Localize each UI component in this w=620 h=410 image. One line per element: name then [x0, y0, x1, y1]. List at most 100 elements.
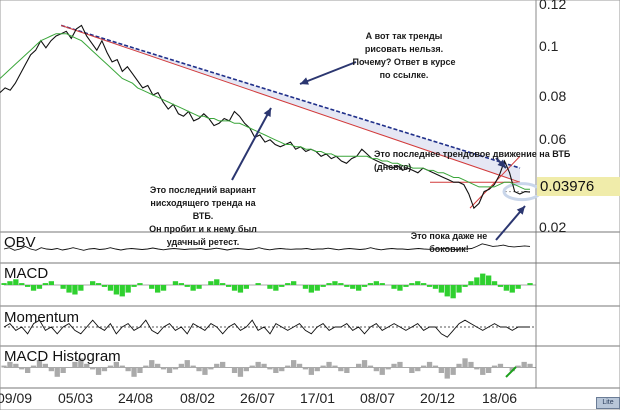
histogram-bar: [60, 285, 66, 289]
histogram-bar: [314, 367, 320, 372]
histogram-bar: [415, 281, 421, 285]
indicator-line: [3, 243, 531, 251]
histogram-bar: [90, 367, 96, 370]
histogram-bar: [184, 285, 190, 287]
histogram-bar: [421, 283, 427, 285]
histogram-bar: [527, 363, 533, 368]
trendline-layer: [60, 24, 542, 209]
arrow-shaft: [231, 107, 272, 181]
histogram-bar: [25, 285, 31, 287]
histogram-bar: [107, 365, 114, 368]
panel-title-macd-histogram: MACD Histogram: [4, 348, 121, 365]
x-tick-label: 08/07: [360, 390, 396, 406]
histogram-bar: [468, 281, 474, 285]
histogram-bar: [344, 285, 350, 287]
histogram-bar: [72, 361, 78, 368]
histogram-bar: [48, 281, 54, 285]
histogram-bar: [196, 285, 202, 289]
indicator-panels-layer: [1, 243, 536, 379]
histogram-bar: [178, 283, 184, 285]
y-tick-label: 0.06: [539, 131, 567, 147]
annotation-not-sideways: Это пока даже не боковик!: [410, 231, 488, 254]
histogram-bar: [462, 285, 468, 287]
histogram-bar: [160, 367, 167, 370]
histogram-bar: [125, 285, 131, 293]
arrow-head: [263, 108, 271, 117]
annotation-downtrend: Это последний вариант нисходящего тренда…: [149, 185, 257, 247]
histogram-bar: [314, 285, 320, 291]
histogram-bar: [497, 285, 504, 287]
histogram-bar: [190, 365, 196, 368]
histogram-bar: [497, 363, 504, 368]
histogram-bar: [7, 281, 13, 285]
y-tick-label: 0.12: [539, 0, 567, 12]
histogram-bar: [220, 283, 226, 285]
histogram-bar: [137, 367, 143, 373]
histogram-bar: [237, 367, 244, 377]
histogram-bar: [385, 367, 391, 370]
histogram-bar: [149, 285, 155, 289]
histogram-bar: [36, 285, 43, 289]
histogram-bar: [279, 285, 285, 287]
panel-title-momentum: Momentum: [4, 309, 80, 326]
histogram-bar: [326, 361, 332, 368]
red-trendline: [60, 24, 521, 183]
histogram-bar: [78, 358, 84, 368]
arrow-head: [497, 159, 506, 168]
histogram-bar: [208, 367, 214, 370]
histogram-bar: [302, 367, 309, 370]
histogram-bar: [279, 367, 285, 372]
histogram-bar: [66, 285, 72, 293]
histogram-bar: [72, 285, 78, 295]
histogram-bar: [444, 285, 450, 297]
histogram-bar: [261, 363, 267, 368]
histogram-bar: [30, 285, 37, 291]
histogram-bar: [326, 283, 332, 285]
histogram-bar: [13, 279, 19, 285]
histogram-bar: [267, 367, 273, 370]
histogram-bar: [78, 285, 84, 291]
sma-line: [0, 33, 530, 190]
dashed-trendline: [60, 24, 521, 169]
histogram-bar: [474, 277, 480, 285]
histogram-bar: [131, 285, 137, 287]
histogram-bar: [332, 365, 338, 368]
histogram-bar: [231, 367, 238, 373]
panel-title-obv: OBV: [4, 234, 36, 251]
histogram-bar: [273, 285, 279, 291]
x-tick-label: 20/12: [420, 390, 456, 406]
panel-title-macd: MACD: [4, 265, 49, 282]
histogram-bar: [178, 363, 184, 368]
histogram-bar: [338, 367, 344, 372]
histogram-bar: [243, 285, 249, 289]
histogram-bar: [220, 361, 226, 368]
histogram-bar: [95, 283, 102, 285]
histogram-bar: [509, 285, 515, 293]
arrow-head: [300, 77, 309, 85]
histogram-bar: [237, 285, 244, 293]
histogram-bar: [1, 365, 7, 368]
current-price-label: 0.03976: [537, 177, 620, 196]
histogram-bar: [125, 367, 131, 372]
x-tick-label: 24/08: [118, 390, 154, 406]
histogram-bar: [285, 365, 291, 368]
price-layer: [0, 24, 531, 210]
histogram-bar: [356, 285, 362, 291]
histogram-bar: [491, 281, 498, 285]
histogram-bar: [344, 367, 350, 373]
histogram-bar: [291, 281, 297, 285]
histogram-bar: [296, 363, 303, 368]
arrow-head: [516, 206, 525, 215]
histogram-bar: [25, 367, 31, 373]
histogram-bar: [361, 285, 368, 287]
histogram-bar: [373, 367, 379, 372]
histogram-bar: [444, 367, 450, 379]
annotation-last-trend: Это последнее трендовое движение на ВТБ …: [374, 149, 571, 172]
histogram-bar: [379, 283, 385, 285]
histogram-bar: [438, 367, 444, 373]
histogram-bar: [131, 367, 137, 377]
arrow-layer: [231, 61, 526, 241]
histogram-bar: [196, 367, 202, 372]
